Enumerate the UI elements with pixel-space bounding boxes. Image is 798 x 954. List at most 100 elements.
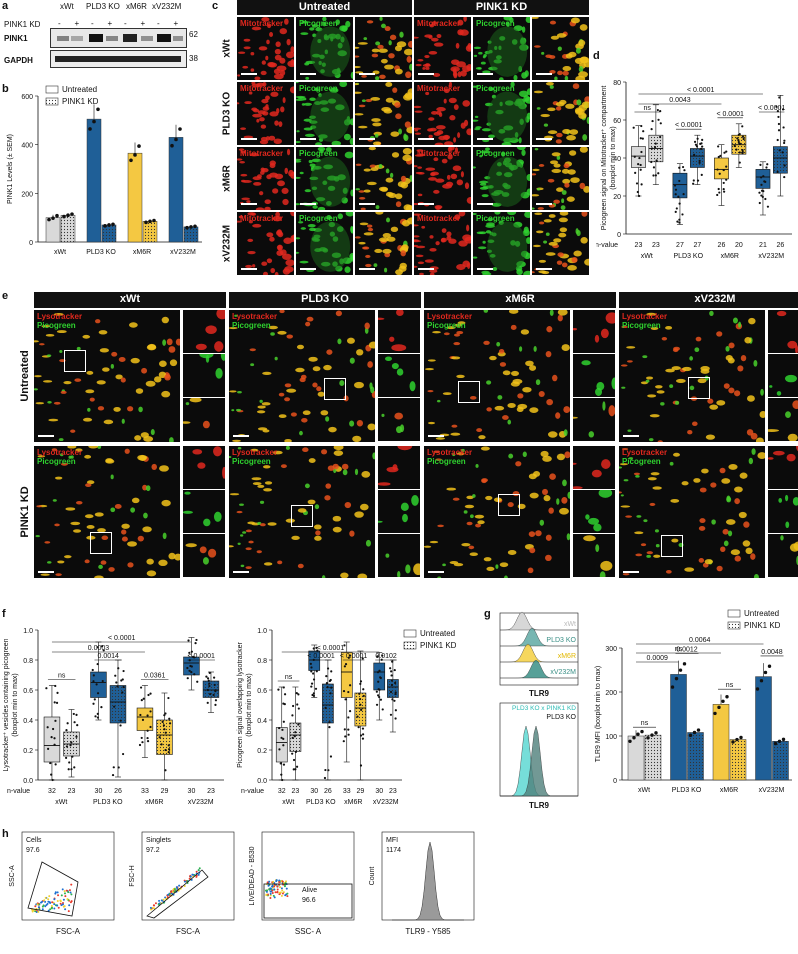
organelle	[378, 48, 388, 53]
data-point	[92, 674, 95, 677]
organelle	[665, 569, 672, 574]
organelle	[532, 17, 539, 19]
organelle	[381, 106, 391, 112]
microscopy-image	[768, 400, 798, 441]
organelle	[371, 48, 380, 53]
event-dot	[195, 875, 198, 878]
organelle	[266, 232, 274, 238]
organelle	[286, 38, 291, 46]
microscopy-image	[378, 310, 407, 352]
organelle	[506, 21, 510, 28]
microscopy-tile: Picogreen	[473, 147, 530, 210]
organelle	[85, 483, 92, 488]
organelle	[263, 562, 273, 566]
organelle	[164, 373, 171, 381]
stat-label: ns	[675, 646, 683, 653]
data-point	[777, 129, 781, 132]
organelle	[309, 27, 315, 31]
organelle	[455, 42, 460, 49]
data-point	[654, 174, 657, 177]
y-tick-label: 600	[21, 94, 33, 101]
data-point	[713, 711, 717, 716]
organelle	[456, 452, 465, 456]
organelle	[578, 66, 584, 73]
organelle	[716, 565, 723, 572]
organelle	[260, 170, 265, 175]
data-point	[722, 181, 725, 185]
bar-kd-pattern	[729, 739, 747, 781]
organelle	[240, 127, 246, 130]
data-point	[692, 179, 695, 182]
organelle	[349, 420, 355, 427]
organelle	[556, 260, 563, 265]
organelle	[441, 158, 448, 164]
data-point	[281, 778, 284, 782]
organelle	[256, 118, 260, 123]
data-point	[279, 762, 282, 765]
organelle	[264, 481, 273, 485]
organelle	[95, 319, 101, 324]
organelle	[462, 100, 471, 107]
organelle	[446, 231, 452, 237]
organelle	[202, 557, 209, 565]
organelle	[143, 512, 148, 519]
organelle	[145, 380, 156, 387]
organelle	[366, 181, 377, 186]
scale-bar	[623, 435, 639, 437]
data-point	[277, 688, 280, 691]
data-point	[695, 145, 699, 148]
organelle	[549, 310, 554, 316]
channel-label-1: Lysotracker	[37, 312, 83, 321]
bar-untreated	[45, 217, 61, 243]
organelle	[665, 368, 675, 373]
data-point	[763, 670, 768, 675]
gate-plot-frame	[141, 831, 235, 921]
y-tick-label: 0.2	[23, 748, 33, 755]
column-header: xM6R	[424, 292, 616, 308]
organelle	[354, 511, 364, 518]
organelle	[264, 206, 271, 210]
data-point	[116, 685, 119, 688]
organelle	[384, 356, 393, 362]
microscopy-image	[385, 553, 420, 577]
organelle	[396, 310, 404, 317]
organelle	[257, 110, 266, 115]
data-point	[640, 150, 643, 154]
organelle	[127, 541, 137, 547]
organelle	[404, 121, 411, 128]
data-point	[759, 163, 762, 166]
data-point	[294, 731, 297, 734]
data-point	[681, 213, 684, 216]
organelle	[414, 127, 422, 130]
stat-label: < 0.0001	[687, 87, 715, 94]
organelle	[772, 450, 785, 456]
organelle	[265, 55, 269, 61]
organelle	[558, 232, 567, 238]
data-point	[314, 687, 318, 690]
organelle	[252, 176, 262, 181]
data-point	[95, 683, 98, 686]
panel-label-c: c	[212, 0, 219, 12]
organelle	[538, 390, 545, 398]
microscopy-image	[414, 17, 471, 79]
data-point	[121, 678, 124, 681]
event-dot	[65, 889, 68, 892]
data-point	[721, 699, 725, 703]
organelle	[234, 314, 238, 317]
organelle	[429, 247, 437, 252]
organelle	[39, 343, 45, 346]
organelle	[434, 142, 444, 145]
y-tick-label: 0	[613, 778, 617, 785]
microscopy-tile: Picogreen	[296, 147, 353, 210]
organelle	[84, 514, 94, 519]
organelle	[60, 453, 64, 457]
organelle	[278, 392, 285, 397]
organelle	[700, 366, 710, 371]
organelle	[543, 219, 552, 223]
organelle	[121, 523, 130, 529]
organelle	[445, 181, 454, 187]
organelle	[453, 342, 461, 346]
event-dot	[183, 884, 186, 887]
organelle	[259, 523, 266, 527]
